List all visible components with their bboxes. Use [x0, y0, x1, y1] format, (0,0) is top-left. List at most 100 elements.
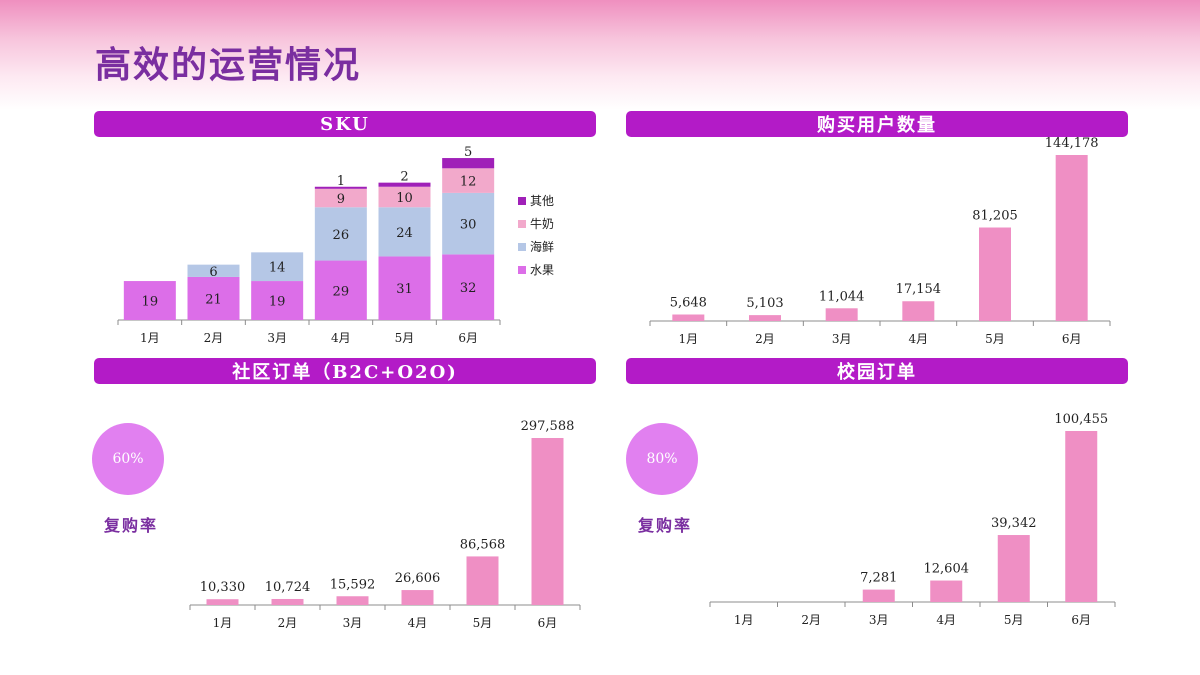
community-bar: [206, 599, 239, 605]
sku-data-label: 26: [333, 228, 350, 243]
sku-data-label: 19: [269, 295, 286, 310]
community-bar: [531, 438, 564, 605]
sku-data-label: 6: [209, 265, 217, 280]
community-data-label: 297,588: [521, 419, 575, 434]
sku-panel-header: SKU: [94, 111, 596, 137]
sku-legend-label: 牛奶: [530, 216, 554, 231]
campus-rate-circle: 80%: [626, 423, 698, 495]
sku-bar-segment: [123, 281, 176, 320]
sku-bar-segment: [314, 188, 367, 208]
sku-legend-swatch: [518, 266, 526, 274]
community-x-tick-label: 4月: [408, 616, 428, 630]
sku-data-label: 12: [460, 175, 477, 190]
community-rate-value: 60%: [112, 451, 144, 467]
buyers-bar: [825, 308, 858, 321]
buyers-data-label: 11,044: [819, 289, 865, 304]
buyers-x-tick-label: 1月: [679, 332, 699, 346]
campus-x-tick-label: 1月: [734, 613, 754, 627]
community-bar: [466, 556, 499, 605]
campus-x-tick-label: 2月: [801, 613, 821, 627]
top-gradient-band: [0, 0, 1200, 110]
community-bar: [271, 598, 304, 605]
sku-bar-segment: [442, 254, 495, 320]
campus-bar: [1065, 431, 1098, 602]
campus-rate-label: 复购率: [638, 516, 693, 535]
sku-data-label: 30: [460, 218, 477, 233]
community-data-label: 10,330: [200, 580, 246, 595]
buyers-data-label: 17,154: [896, 282, 942, 297]
buyers-bar: [1055, 155, 1088, 321]
sku-bar-segment: [314, 260, 367, 320]
sku-x-tick-label: 5月: [395, 331, 415, 345]
campus-data-label: 7,281: [860, 571, 897, 586]
sku-data-label: 14: [269, 261, 286, 276]
sku-data-label: 2: [400, 170, 408, 185]
campus-x-tick-label: 6月: [1071, 613, 1091, 627]
sku-bar-segment: [314, 186, 367, 189]
community-rate-circle: 60%: [92, 423, 164, 495]
sku-bar-segment: [442, 158, 495, 169]
community-data-label: 10,724: [265, 580, 311, 595]
sku-x-tick-label: 6月: [458, 331, 478, 345]
campus-x-tick-label: 5月: [1004, 613, 1024, 627]
sku-bar-segment: [187, 264, 240, 277]
sku-bar-segment: [378, 186, 431, 208]
buyers-x-tick-label: 5月: [985, 332, 1005, 346]
buyers-data-label: 144,178: [1045, 136, 1099, 151]
community-x-tick-label: 1月: [213, 616, 233, 630]
buyers-x-tick-label: 6月: [1062, 332, 1082, 346]
buyers-bar: [902, 301, 935, 321]
sku-data-label: 9: [337, 192, 345, 207]
sku-x-tick-label: 3月: [267, 331, 287, 345]
campus-bar: [930, 580, 963, 602]
campus-data-label: 39,342: [991, 516, 1037, 531]
campus-data-label: 12,604: [924, 562, 970, 577]
sku-data-label: 31: [396, 282, 413, 297]
sku-data-label: 29: [333, 284, 350, 299]
sku-x-tick-label: 4月: [331, 331, 351, 345]
community-data-label: 26,606: [395, 571, 441, 586]
page-title: 高效的运营情况: [95, 44, 362, 86]
buyers-bar: [672, 314, 705, 321]
sku-bar-segment: [378, 207, 431, 257]
sku-bar-segment: [442, 168, 495, 193]
community-x-tick-label: 6月: [538, 616, 558, 630]
community-x-tick-label: 2月: [278, 616, 298, 630]
sku-bar-segment: [251, 281, 304, 320]
sku-data-label: 21: [205, 292, 222, 307]
buyers-bar: [979, 227, 1011, 321]
sku-legend-label: 水果: [530, 263, 554, 277]
sku-bar-segment: [378, 256, 431, 320]
buyers-panel-header: 购买用户数量: [626, 111, 1128, 137]
community-panel-header: 社区订单（B2C+O2O): [94, 358, 596, 384]
campus-rate-value: 80%: [646, 451, 678, 467]
community-bar: [336, 596, 369, 605]
buyers-data-label: 5,103: [746, 296, 783, 311]
community-data-label: 15,592: [330, 577, 376, 592]
community-x-tick-label: 5月: [473, 616, 493, 630]
buyers-x-tick-label: 4月: [909, 332, 929, 346]
sku-legend-label: 海鲜: [530, 239, 554, 254]
sku-legend-swatch: [518, 243, 526, 251]
sku-legend-swatch: [518, 220, 526, 228]
community-bar: [401, 590, 434, 605]
sku-bar-segment: [314, 207, 367, 261]
sku-bar-segment: [442, 192, 495, 255]
sku-data-label: 19: [142, 295, 159, 310]
sku-data-label: 1: [337, 174, 345, 189]
campus-data-label: 100,455: [1054, 412, 1108, 427]
campus-panel-header: 校园订单: [626, 358, 1128, 384]
community-x-tick-label: 3月: [343, 616, 363, 630]
campus-x-tick-label: 4月: [936, 613, 956, 627]
sku-data-label: 24: [396, 226, 413, 241]
campus-bar: [997, 535, 1030, 602]
community-rate-label: 复购率: [104, 516, 159, 535]
sku-data-label: 32: [460, 281, 477, 296]
sku-legend-label: 其他: [530, 194, 554, 208]
community-data-label: 86,568: [460, 537, 506, 552]
campus-bar: [862, 589, 895, 602]
sku-bar-segment: [187, 276, 240, 320]
sku-bar-segment: [378, 182, 431, 187]
buyers-data-label: 5,648: [670, 295, 707, 310]
